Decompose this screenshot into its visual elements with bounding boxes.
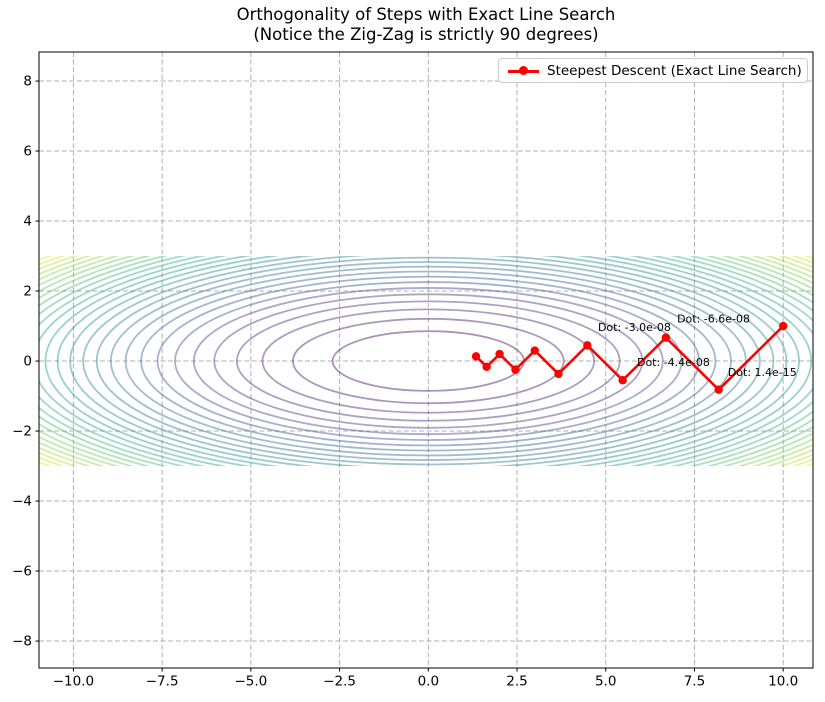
y-tick-label: 4 <box>23 214 32 230</box>
descent-point <box>618 376 627 385</box>
descent-point <box>778 321 788 331</box>
descent-point <box>482 362 491 371</box>
y-tick-label: 2 <box>23 284 32 300</box>
annotation-dot-product: Dot: 1.4e-15 <box>728 366 797 379</box>
grid <box>39 52 813 668</box>
contour-band <box>39 256 813 467</box>
contour-line <box>261 308 596 414</box>
descent-point <box>583 341 592 350</box>
legend-line-marker-icon <box>508 65 539 76</box>
legend-label: Steepest Descent (Exact Line Search) <box>547 62 802 79</box>
contour-line <box>56 256 800 467</box>
contour-line <box>292 317 565 405</box>
y-tick-label: −8 <box>12 634 32 650</box>
x-tick-label: 5.0 <box>595 674 616 690</box>
contour-line <box>95 256 761 466</box>
descent-point <box>554 369 563 379</box>
y-tick-label: −4 <box>12 494 32 510</box>
contour-line <box>82 256 775 467</box>
ticks <box>35 80 784 672</box>
descent-point <box>495 349 504 359</box>
legend[interactable]: Steepest Descent (Exact Line Search) <box>498 58 808 83</box>
x-tick-label: 2.5 <box>506 674 527 690</box>
annotation-dot-product: Dot: -6.6e-08 <box>677 312 750 325</box>
contour-line <box>235 300 621 422</box>
descent-series <box>471 321 788 394</box>
contour-line <box>192 287 664 436</box>
contour-line <box>69 256 788 467</box>
x-tick-label: 10.0 <box>768 674 798 690</box>
descent-point <box>714 385 723 394</box>
y-tick-label: −6 <box>12 564 32 580</box>
contour-line <box>140 270 717 452</box>
y-tick-label: 8 <box>23 74 32 90</box>
descent-point <box>471 352 481 361</box>
contour-line <box>174 281 683 441</box>
descent-path <box>475 325 785 391</box>
x-tick-label: −7.5 <box>146 674 179 690</box>
descent-point <box>530 346 539 355</box>
descent-point <box>511 365 520 374</box>
contour-line <box>44 256 812 467</box>
x-tick-label: 0.0 <box>418 674 439 690</box>
annotation-dot-product: Dot: -4.4e-08 <box>637 356 710 369</box>
title-line-1: Orthogonality of Steps with Exact Line S… <box>236 5 616 24</box>
axes-border <box>38 51 814 669</box>
page-title: Orthogonality of Steps with Exact Line S… <box>39 5 813 45</box>
contour-plot <box>39 256 813 467</box>
title-line-2: (Notice the Zig-Zag is strictly 90 degre… <box>253 25 599 44</box>
x-tick-label: −2.5 <box>323 674 356 690</box>
y-tick-label: 0 <box>23 354 32 370</box>
contour-line <box>156 275 700 447</box>
descent-point <box>661 333 671 342</box>
contour-line <box>109 261 747 461</box>
x-tick-label: −10.0 <box>53 674 94 690</box>
x-tick-label: −5.0 <box>234 674 267 690</box>
contour-line <box>124 265 732 457</box>
y-tick-label: −2 <box>12 424 32 440</box>
y-tick-label: 6 <box>23 144 32 160</box>
annotation-dot-product: Dot: -3.0e-08 <box>598 321 671 334</box>
x-tick-label: 7.5 <box>684 674 705 690</box>
